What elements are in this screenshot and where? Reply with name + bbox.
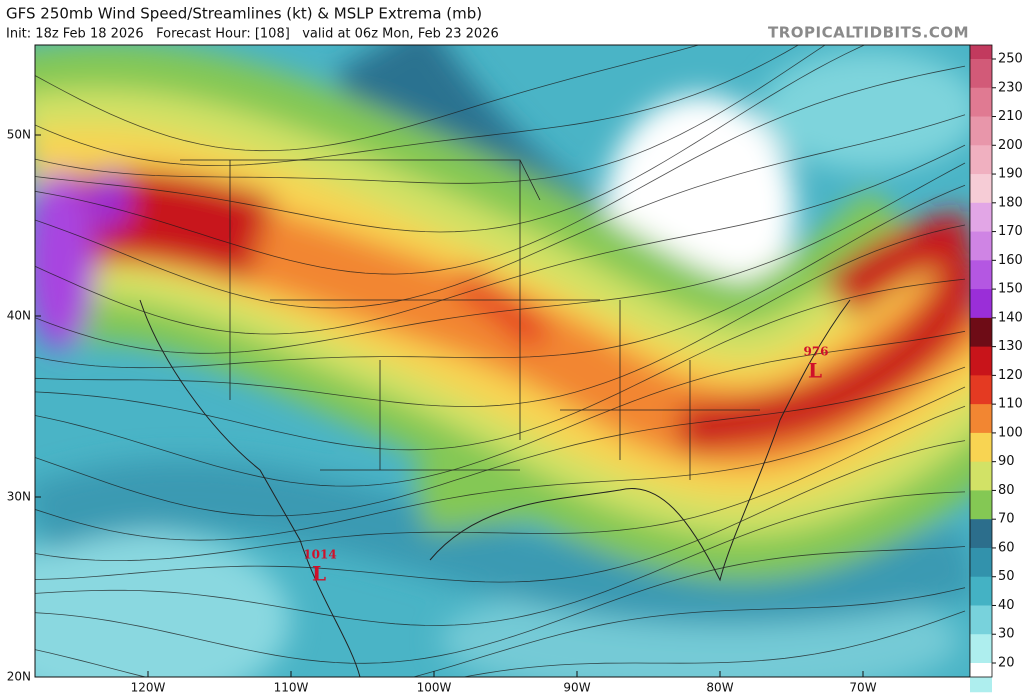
colorbar-band — [970, 375, 992, 405]
colorbar-band — [970, 289, 992, 319]
colorbar-label: 50 — [998, 569, 1015, 584]
streamlines — [35, 45, 966, 677]
colorbar-band — [970, 519, 992, 549]
colorbar-band — [970, 490, 992, 520]
lon-label: 70W — [849, 681, 876, 695]
colorbar-label: 110 — [998, 397, 1023, 412]
colorbar-label: 180 — [998, 195, 1023, 210]
colorbar-band — [970, 174, 992, 204]
streamline — [35, 45, 826, 184]
lon-label: 110W — [274, 681, 309, 695]
colorbar-label: 130 — [998, 339, 1023, 354]
streamline — [35, 587, 966, 677]
colorbar-label: 120 — [998, 368, 1023, 383]
lon-label: 120W — [131, 681, 166, 695]
low-pressure: 1014 — [303, 548, 336, 562]
lat-label: 20N — [7, 670, 31, 684]
colorbar-band — [970, 202, 992, 233]
source: TROPICALTIDBITS.COM — [768, 24, 969, 42]
lon-label: 90W — [563, 681, 590, 695]
streamline — [35, 65, 966, 275]
streamline — [35, 114, 966, 309]
streamline — [35, 184, 966, 369]
colorbar-band — [970, 116, 992, 146]
streamline — [35, 224, 966, 408]
colorbar-band — [970, 634, 992, 664]
colorbar-band — [970, 404, 992, 434]
streamline — [35, 491, 966, 626]
lon-label: 100W — [417, 681, 452, 695]
colorbar-label: 40 — [998, 598, 1015, 613]
streamline — [461, 610, 966, 677]
streamline — [35, 366, 966, 517]
colorbar-band — [970, 260, 992, 290]
colorbar-label: 80 — [998, 483, 1015, 498]
colorbar-label: 250 — [998, 52, 1023, 67]
colorbar-label: 170 — [998, 224, 1023, 239]
colorbar-band — [970, 231, 992, 261]
colorbar-top — [970, 45, 992, 59]
streamline — [35, 386, 966, 541]
colorbar-band — [970, 432, 992, 463]
colorbar-label: 160 — [998, 253, 1023, 268]
streamline — [35, 546, 966, 664]
colorbar-band — [970, 346, 992, 376]
title: GFS 250mb Wind Speed/Streamlines (kt) & … — [6, 5, 482, 23]
colorbar-label: 200 — [998, 138, 1023, 153]
colorbar-label: 20 — [998, 656, 1015, 671]
low-symbol: L — [312, 562, 326, 586]
lat-label: 50N — [7, 128, 31, 142]
colorbar-band — [970, 59, 992, 89]
streamline — [35, 45, 700, 152]
colorbar-band — [970, 576, 992, 606]
colorbar-label: 140 — [998, 310, 1023, 325]
colorbar-label: 60 — [998, 540, 1015, 555]
streamline — [35, 45, 866, 233]
streamline — [35, 440, 966, 583]
colorbar: 250 230 210 200 190 180 170 160 150 140 130 120 110 1… — [969, 44, 1023, 693]
colorbar-label: 90 — [998, 454, 1015, 469]
colorbar-label: 230 — [998, 80, 1023, 95]
colorbar-band — [970, 605, 992, 635]
streamline — [35, 162, 966, 354]
colorbar-label: 150 — [998, 282, 1023, 297]
map-axes: 50N 40N 30N 20N 120W 110W 100W 90W 80W 70W — [7, 128, 877, 695]
streamline — [35, 144, 966, 335]
borders — [139, 159, 851, 677]
colorbar-band — [970, 547, 992, 578]
colorbar-bottom — [970, 663, 992, 677]
colorbar-band — [970, 145, 992, 175]
lon-label: 80W — [706, 681, 733, 695]
colorbar-label: 190 — [998, 167, 1023, 182]
colorbar-band — [970, 317, 992, 348]
lat-label: 30N — [7, 490, 31, 504]
colorbar-label: 30 — [998, 627, 1015, 642]
streamline — [35, 405, 966, 561]
lat-label: 40N — [7, 309, 31, 323]
low-symbol: L — [808, 359, 822, 383]
colorbar-label: 210 — [998, 109, 1023, 124]
streamline — [35, 45, 800, 166]
colorbar-frame — [969, 44, 993, 678]
streamline — [35, 330, 966, 487]
subtitle: Init: 18z Feb 18 2026 Forecast Hour: [10… — [6, 27, 499, 42]
low-pressure: 976 — [803, 345, 828, 359]
map-field — [35, 45, 970, 677]
colorbar-band — [970, 461, 992, 491]
colorbar-label: 70 — [998, 512, 1015, 527]
streamline — [35, 278, 966, 451]
colorbar-band — [970, 87, 992, 118]
colorbar-label: 100 — [998, 425, 1023, 440]
